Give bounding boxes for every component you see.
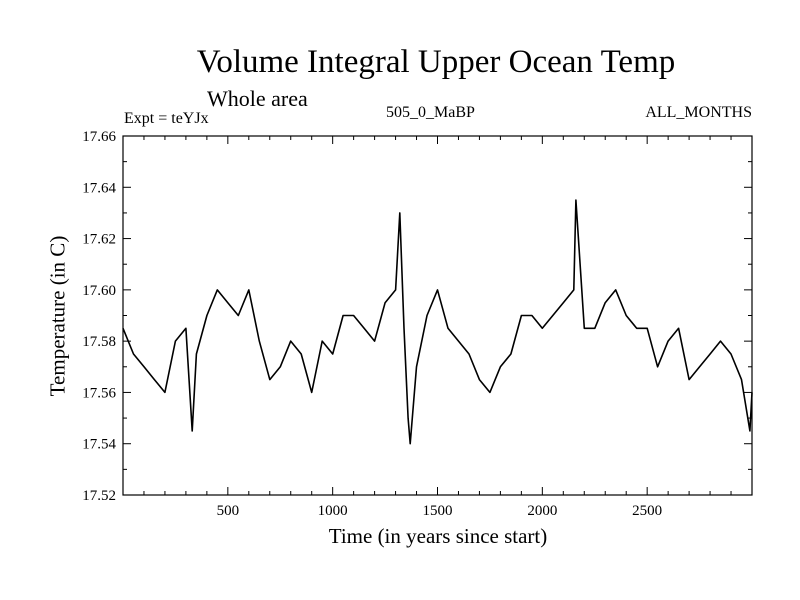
x-tick-label: 1500: [423, 503, 453, 519]
y-tick-label: 17.56: [82, 385, 116, 401]
x-tick-label: 2000: [527, 503, 557, 519]
y-tick-label: 17.64: [82, 180, 116, 196]
plot-frame: [122, 135, 753, 496]
x-tick-label: 500: [217, 503, 240, 519]
period-label: ALL_MONTHS: [645, 104, 752, 121]
y-tick-label: 17.52: [82, 488, 116, 504]
y-axis-label: Temperature (in C): [45, 235, 70, 397]
y-tick-label: 17.66: [82, 129, 116, 145]
x-axis-label: Time (in years since start): [328, 524, 548, 548]
experiment-label: Expt = teYJx: [124, 110, 209, 127]
chart-subtitle: Whole area: [207, 86, 308, 111]
y-tick-label: 17.54: [82, 437, 116, 453]
x-tick-label: 2500: [632, 503, 662, 519]
y-tick-label: 17.62: [82, 232, 116, 248]
tick-layer: 17.52 17.54 17.56 17.58 17.60 17.62 17.64 17.66…: [82, 129, 752, 519]
series-line: [122, 199, 753, 445]
chart-title: Volume Integral Upper Ocean Temp: [196, 44, 676, 80]
y-tick-label: 17.60: [82, 283, 116, 299]
run-label: 505_0_MaBP: [386, 104, 475, 121]
line-layer: [122, 199, 753, 445]
x-tick-label: 1000: [318, 503, 348, 519]
y-tick-label: 17.58: [82, 334, 116, 350]
